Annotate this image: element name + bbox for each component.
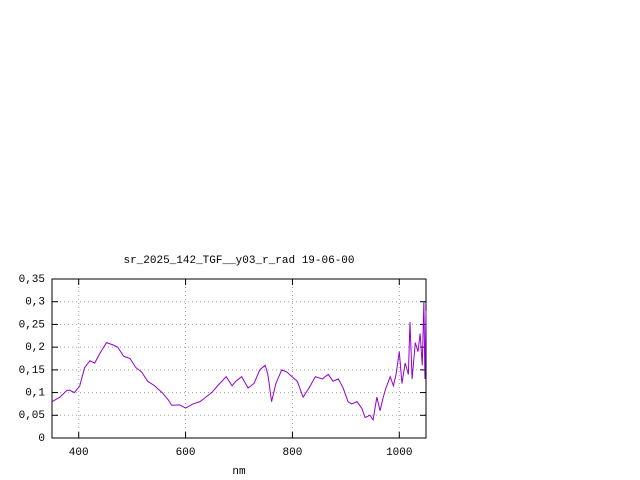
y-tick-label: 0,15 — [19, 365, 45, 377]
y-tick-label: 0 — [38, 433, 45, 445]
y-tick-label: 0,3 — [25, 297, 45, 309]
y-tick-label: 0,05 — [19, 410, 45, 422]
y-tick-label: 0,2 — [25, 342, 45, 354]
y-tick-label: 0,1 — [25, 387, 45, 399]
x-tick-label: 800 — [283, 447, 303, 459]
x-tick-label: 1000 — [386, 447, 412, 459]
chart-title: sr_2025_142_TGF__y03_r_rad 19-06-00 — [123, 255, 354, 267]
x-axis-label: nm — [232, 466, 246, 478]
y-tick-label: 0,35 — [19, 274, 45, 286]
y-tick-label: 0,25 — [19, 319, 45, 331]
plot-frame — [51, 278, 427, 439]
x-tick-label: 400 — [69, 447, 89, 459]
x-tick-label: 600 — [176, 447, 196, 459]
data-line — [51, 301, 427, 422]
